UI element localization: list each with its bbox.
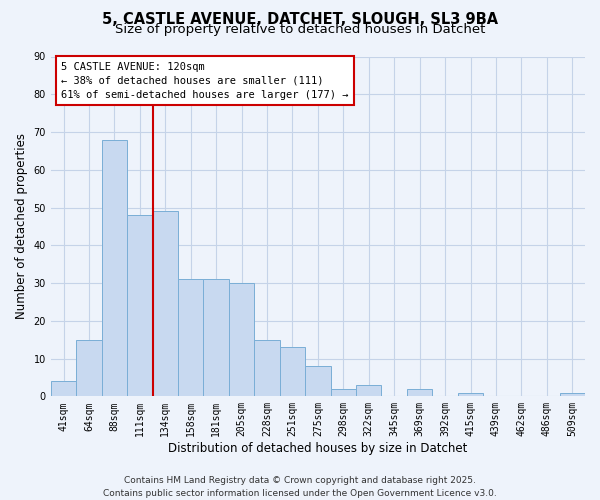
Bar [254, 340, 280, 396]
Bar [229, 283, 254, 397]
Bar [458, 392, 483, 396]
Bar [152, 212, 178, 396]
Bar [51, 381, 76, 396]
Bar [203, 280, 229, 396]
Bar [331, 389, 356, 396]
Bar [76, 340, 101, 396]
Y-axis label: Number of detached properties: Number of detached properties [15, 134, 28, 320]
Bar [280, 347, 305, 397]
Text: 5, CASTLE AVENUE, DATCHET, SLOUGH, SL3 9BA: 5, CASTLE AVENUE, DATCHET, SLOUGH, SL3 9… [102, 12, 498, 28]
Bar [178, 280, 203, 396]
Text: Size of property relative to detached houses in Datchet: Size of property relative to detached ho… [115, 22, 485, 36]
Bar [101, 140, 127, 396]
X-axis label: Distribution of detached houses by size in Datchet: Distribution of detached houses by size … [168, 442, 467, 455]
Text: 5 CASTLE AVENUE: 120sqm
← 38% of detached houses are smaller (111)
61% of semi-d: 5 CASTLE AVENUE: 120sqm ← 38% of detache… [61, 62, 349, 100]
Bar [356, 385, 382, 396]
Bar [305, 366, 331, 396]
Text: Contains HM Land Registry data © Crown copyright and database right 2025.
Contai: Contains HM Land Registry data © Crown c… [103, 476, 497, 498]
Bar [560, 392, 585, 396]
Bar [127, 215, 152, 396]
Bar [407, 389, 433, 396]
